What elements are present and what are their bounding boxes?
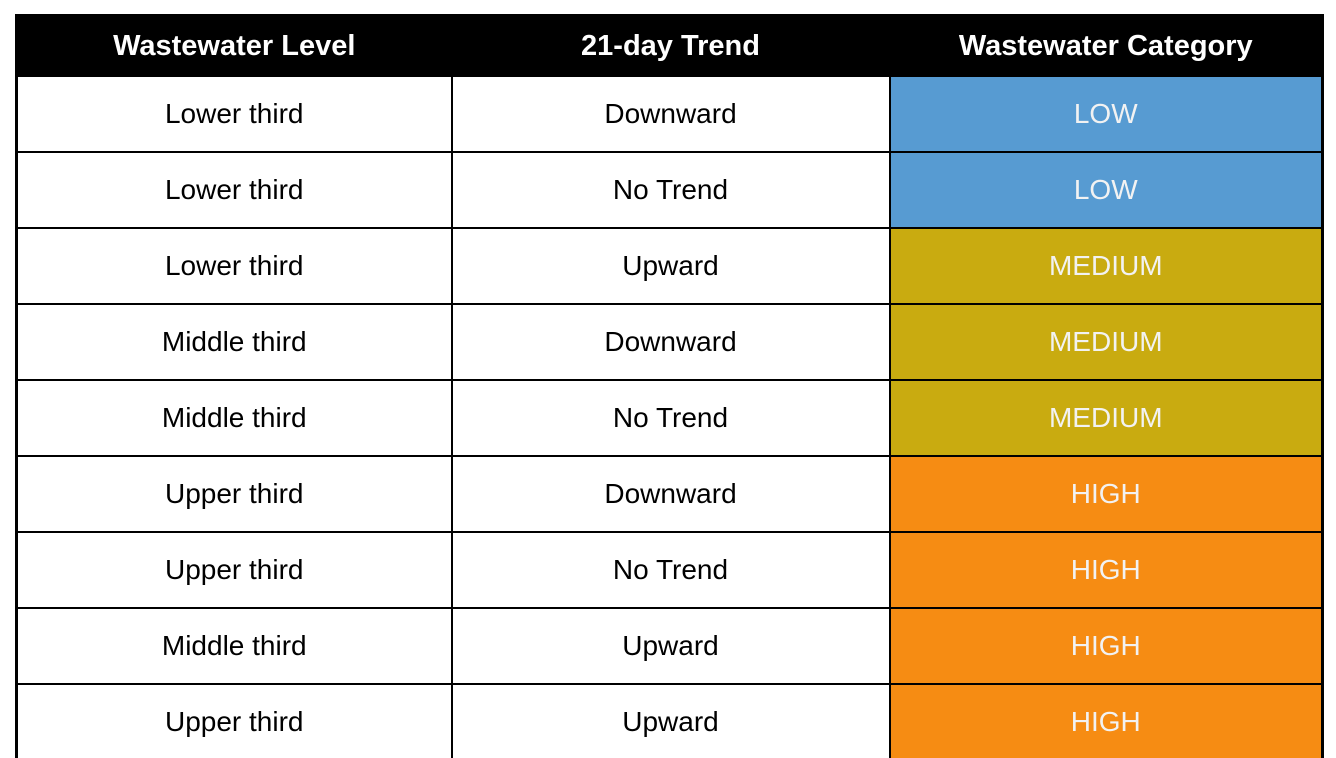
trend-cell: Upward xyxy=(450,683,891,758)
category-cell: HIGH xyxy=(888,607,1324,685)
table-row: Lower third No Trend LOW xyxy=(15,151,1324,229)
trend-cell: Upward xyxy=(450,227,891,305)
header-wastewater-category: Wastewater Category xyxy=(888,14,1324,77)
trend-cell: Upward xyxy=(450,607,891,685)
category-cell: MEDIUM xyxy=(888,227,1324,305)
trend-cell: Downward xyxy=(450,303,891,381)
category-cell: LOW xyxy=(888,151,1324,229)
table-row: Upper third Downward HIGH xyxy=(15,455,1324,533)
table-row: Upper third No Trend HIGH xyxy=(15,531,1324,609)
table-row: Upper third Upward HIGH xyxy=(15,683,1324,758)
table-header: Wastewater Level 21-day Trend Wastewater… xyxy=(15,14,1324,77)
header-row: Wastewater Level 21-day Trend Wastewater… xyxy=(15,14,1324,77)
level-cell: Middle third xyxy=(15,303,453,381)
category-cell: MEDIUM xyxy=(888,379,1324,457)
category-cell: HIGH xyxy=(888,531,1324,609)
header-wastewater-level: Wastewater Level xyxy=(15,14,453,77)
trend-cell: No Trend xyxy=(450,531,891,609)
level-cell: Upper third xyxy=(15,531,453,609)
table-row: Middle third No Trend MEDIUM xyxy=(15,379,1324,457)
category-cell: HIGH xyxy=(888,455,1324,533)
level-cell: Upper third xyxy=(15,683,453,758)
table-row: Middle third Downward MEDIUM xyxy=(15,303,1324,381)
header-21-day-trend: 21-day Trend xyxy=(450,14,891,77)
level-cell: Lower third xyxy=(15,151,453,229)
trend-cell: Downward xyxy=(450,75,891,153)
table-body: Lower third Downward LOW Lower third No Tren… xyxy=(15,75,1324,758)
category-cell: MEDIUM xyxy=(888,303,1324,381)
table-row: Lower third Upward MEDIUM xyxy=(15,227,1324,305)
table-row: Lower third Downward LOW xyxy=(15,75,1324,153)
trend-cell: No Trend xyxy=(450,379,891,457)
trend-cell: Downward xyxy=(450,455,891,533)
category-cell: LOW xyxy=(888,75,1324,153)
level-cell: Lower third xyxy=(15,227,453,305)
level-cell: Middle third xyxy=(15,607,453,685)
table-row: Middle third Upward HIGH xyxy=(15,607,1324,685)
level-cell: Middle third xyxy=(15,379,453,457)
level-cell: Lower third xyxy=(15,75,453,153)
category-cell: HIGH xyxy=(888,683,1324,758)
level-cell: Upper third xyxy=(15,455,453,533)
wastewater-category-table: Wastewater Level 21-day Trend Wastewater… xyxy=(15,14,1324,758)
trend-cell: No Trend xyxy=(450,151,891,229)
